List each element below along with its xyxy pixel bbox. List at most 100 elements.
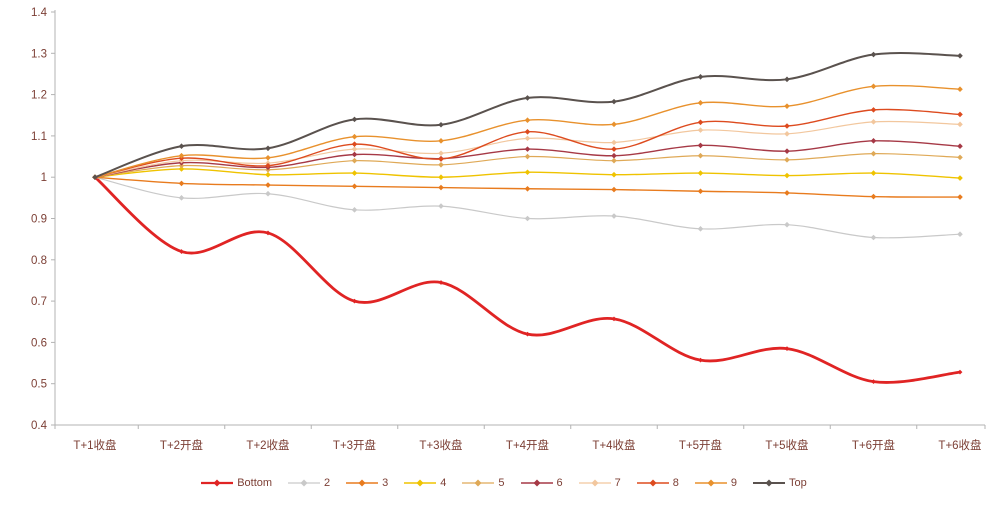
series-marker-3	[697, 188, 704, 195]
series-9	[92, 83, 963, 180]
series-marker-Top	[92, 174, 98, 180]
series-marker-7	[957, 121, 963, 128]
series-line-Bottom	[93, 175, 962, 384]
series-marker-3	[351, 183, 358, 190]
y-tick-label: 0.5	[31, 379, 47, 391]
series-marker-Bottom	[611, 316, 617, 322]
series-4	[92, 166, 963, 181]
series-marker-3	[438, 184, 444, 191]
series-marker-3	[611, 186, 617, 193]
series-marker-5	[524, 153, 531, 160]
series-marker-3	[265, 182, 271, 188]
x-axis-label: T+3开盘	[333, 438, 376, 452]
legend-marker-icon	[462, 479, 495, 487]
series-marker-5	[870, 150, 877, 157]
series-marker-9	[870, 83, 877, 90]
series-marker-6	[784, 148, 790, 154]
series-marker-Bottom	[438, 280, 444, 285]
series-marker-Top	[611, 98, 617, 105]
series-marker-5	[438, 162, 444, 168]
series-marker-Bottom	[784, 346, 790, 351]
x-axis-label: T+4收盘	[592, 438, 635, 452]
series-marker-9	[178, 152, 185, 159]
series-marker-9	[697, 100, 704, 106]
series-marker-7	[438, 150, 444, 157]
series-marker-6	[957, 143, 963, 150]
series-marker-Bottom	[957, 369, 963, 375]
series-3	[92, 174, 963, 200]
legend-label: 9	[730, 477, 738, 489]
legend-item-8: 8	[636, 477, 679, 489]
series-marker-2	[784, 221, 790, 228]
legend-label: 8	[672, 477, 679, 489]
series-marker-7	[524, 135, 531, 142]
series-marker-6	[870, 138, 877, 144]
series-marker-Bottom	[179, 249, 184, 254]
series-marker-2	[957, 231, 963, 237]
series-marker-6	[697, 142, 704, 149]
x-axis-label: T+3收盘	[419, 438, 462, 452]
legend-item-9: 9	[694, 477, 738, 489]
y-tick-label: 1	[41, 172, 47, 184]
series-marker-Top	[697, 74, 704, 80]
series-marker-3	[957, 194, 963, 200]
series-marker-2	[438, 203, 444, 209]
series-marker-Bottom	[871, 379, 876, 385]
legend-label: Top	[789, 477, 807, 489]
series-marker-5	[697, 152, 704, 159]
series-Bottom	[92, 174, 963, 385]
series-marker-2	[178, 195, 185, 201]
series-marker-Bottom	[525, 331, 530, 337]
legend-label: 3	[382, 477, 389, 489]
y-tick-label: 0.6	[31, 337, 47, 349]
legend-marker-icon	[520, 479, 553, 487]
legend-label: 5	[498, 477, 505, 489]
series-marker-7	[611, 139, 617, 146]
legend-label: Bottom	[237, 477, 273, 489]
legend-label: 7	[614, 477, 621, 489]
y-tick-label: 1.1	[31, 131, 47, 143]
series-marker-Bottom	[265, 230, 271, 236]
series-marker-4	[957, 175, 963, 181]
series-marker-4	[784, 172, 790, 179]
y-tick-label: 0.4	[31, 420, 48, 432]
legend-item-Top: Top	[753, 477, 807, 489]
series-marker-Top	[351, 116, 358, 123]
series-marker-9	[265, 154, 271, 161]
series-marker-Top	[524, 95, 531, 101]
series-marker-Top	[178, 143, 185, 150]
series-marker-Top	[784, 76, 790, 83]
series-marker-5	[957, 154, 963, 161]
x-axis-label: T+4开盘	[506, 438, 549, 452]
chart-legend: Bottom 2 3 4 5 6 7 8 9 Top	[0, 477, 1008, 489]
legend-label: 2	[324, 477, 331, 489]
series-marker-9	[524, 117, 531, 124]
series-marker-8	[524, 128, 531, 135]
series-marker-6	[351, 151, 358, 158]
legend-marker-icon	[694, 479, 727, 487]
series-marker-9	[784, 103, 790, 109]
x-axis-label: T+2收盘	[246, 438, 289, 452]
x-axis-label: T+1收盘	[73, 438, 116, 452]
series-marker-5	[178, 162, 185, 169]
legend-marker-icon	[578, 479, 611, 487]
series-marker-2	[351, 207, 358, 213]
series-marker-8	[265, 162, 271, 169]
series-marker-8	[438, 156, 444, 162]
y-axis: 0.4 0.5 0.6 0.7 0.8 0.9 1 1.1 1.2 1.3 1.4	[31, 7, 55, 432]
x-axis-label: T+5开盘	[679, 438, 722, 452]
y-tick-label: 1.4	[31, 7, 48, 19]
series-marker-Top	[438, 121, 444, 128]
x-axis-label: T+2开盘	[160, 438, 203, 452]
series-marker-7	[870, 119, 877, 125]
series-marker-7	[784, 131, 790, 137]
series-marker-2	[611, 213, 617, 219]
series-marker-Top	[870, 51, 877, 58]
y-tick-label: 0.7	[31, 296, 47, 308]
series-marker-4	[265, 171, 271, 178]
series-marker-4	[611, 171, 617, 178]
series-marker-8	[351, 141, 358, 147]
series-marker-2	[524, 215, 531, 222]
